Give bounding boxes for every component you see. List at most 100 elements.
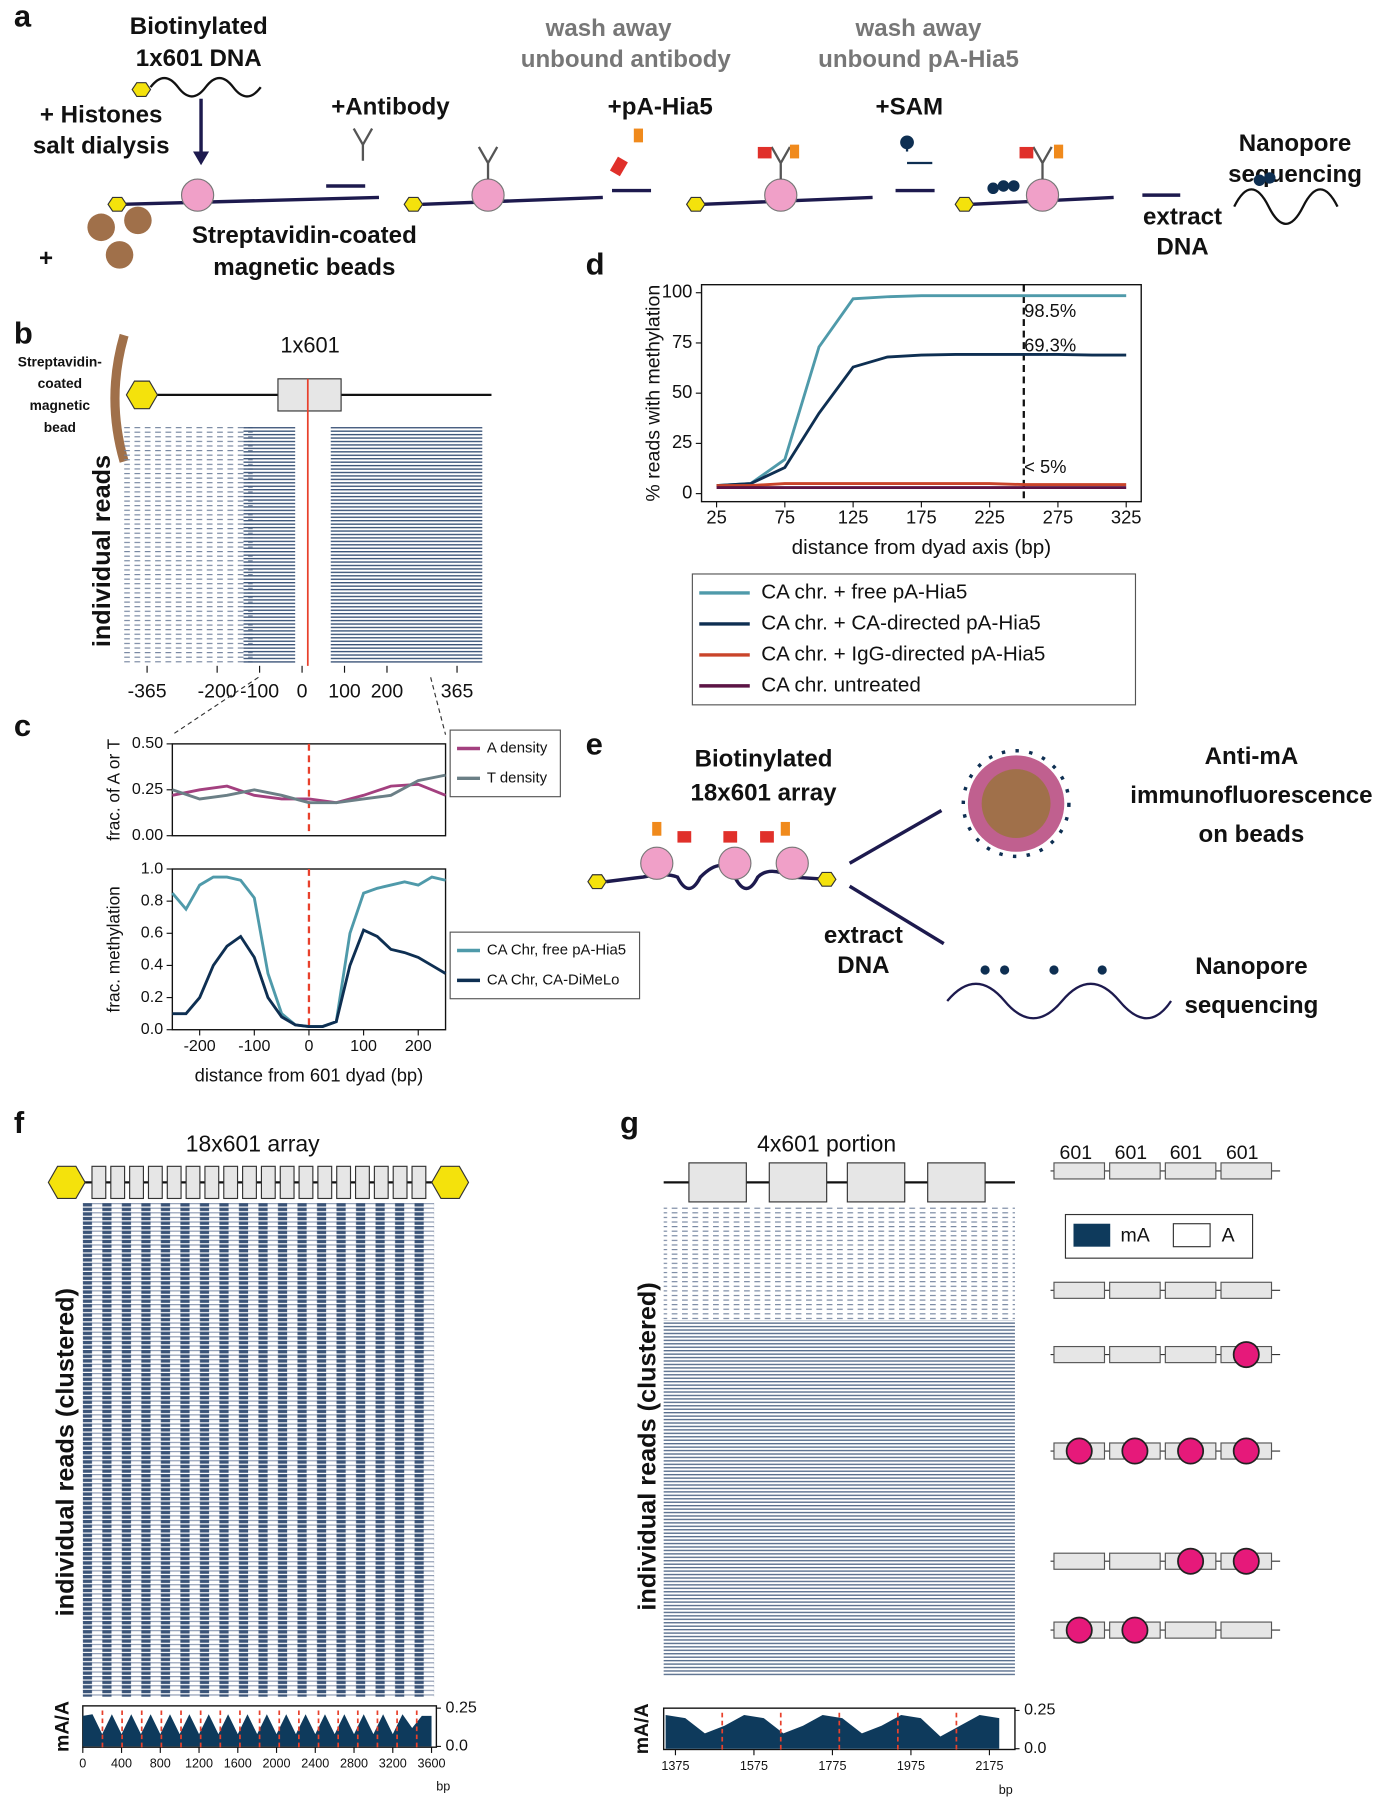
- x-tick-label: 2800: [340, 1757, 368, 1771]
- chart: 0.0 0.2 0.4 0.6 0.8 1.0 -200 -100 0 100 200 distanc…: [103, 859, 641, 1086]
- panel-a: a Biotinylated 1x601 DNA + Histones salt…: [14, 0, 1362, 281]
- legend-label: CA chr. untreated: [761, 673, 921, 696]
- legend-swatch: [1172, 1223, 1211, 1248]
- legend-label: CA Chr, free pA-Hia5: [487, 941, 626, 958]
- nucleosome-site: [336, 1165, 352, 1200]
- site-label: 601: [1115, 1142, 1148, 1164]
- label: Biotinylated: [695, 745, 833, 772]
- y-tick-label: 50: [672, 381, 692, 402]
- line: [716, 352, 1127, 488]
- nucleosome: [640, 846, 809, 880]
- site-label: 601: [1170, 1142, 1203, 1164]
- biotin: [431, 1165, 470, 1200]
- nucleosome: [180, 178, 1060, 212]
- biotin: [816, 871, 837, 887]
- label: Streptavidin-: [18, 354, 103, 369]
- legend-label: CA chr. + IgG-directed pA-Hia5: [761, 642, 1045, 665]
- biotin: [587, 874, 607, 890]
- nucleosome: [1232, 1547, 1260, 1575]
- axis-label: individual reads (clustered): [633, 1282, 661, 1610]
- heatmap: [243, 427, 296, 664]
- y-tick-label: 75: [672, 331, 692, 352]
- heatmap: [663, 1320, 1015, 1677]
- y-tick-label: 0.6: [141, 924, 163, 942]
- y-tick-label: 25: [672, 431, 692, 452]
- panel-letter: b: [14, 315, 33, 350]
- panel-g: g 4x601 portion individual reads (cluste…: [620, 1105, 1281, 1677]
- nucleosome-site: [1053, 1345, 1106, 1364]
- panel-e: e Biotinylated 18x601 array Anti-mA immu…: [586, 726, 1373, 1020]
- nucleosome-site: [223, 1165, 239, 1200]
- annotation: 69.3%: [1024, 335, 1076, 356]
- y-tick-label: 0.8: [141, 891, 163, 909]
- label: salt dialysis: [33, 132, 170, 159]
- biotin: [125, 380, 159, 410]
- label: + Histones: [40, 101, 163, 128]
- nucleosome: [1121, 1437, 1149, 1465]
- y-tick-label: 0.50: [132, 734, 163, 752]
- panel-letter: e: [586, 726, 603, 761]
- chart: 0.0 0.25 0 400 800 1200 1600 2000 2400 2800 3200 36…: [51, 1698, 476, 1793]
- construct: [91, 1165, 427, 1200]
- nucleosome-site: [354, 1165, 370, 1200]
- chart: 0.00 0.25 0.50 frac. of A or T A density T de…: [103, 729, 561, 844]
- nucleosome-site: [1053, 1162, 1106, 1180]
- nucleosome-site: [1164, 1162, 1217, 1180]
- dna: [149, 76, 262, 98]
- y-tick-label: 100: [662, 281, 693, 302]
- chart: 0 25 50 75 100 25 75 125 175 225 275 325 distance fr…: [643, 281, 1142, 706]
- area: [82, 1714, 432, 1747]
- nucleosome-site: [1220, 1621, 1273, 1639]
- label: DNA: [1156, 233, 1208, 260]
- label: DNA: [837, 952, 889, 979]
- x-tick-label: 100: [328, 680, 361, 702]
- nucleosome-site: [1220, 1162, 1273, 1180]
- site-label: 601: [1060, 1142, 1093, 1164]
- panel-letter: a: [14, 0, 32, 34]
- annotation: 98.5%: [1024, 300, 1076, 321]
- biotin: [47, 1165, 86, 1200]
- nucleosome-site: [1053, 1552, 1106, 1570]
- heatmap: [663, 1205, 1015, 1321]
- x-tick-label: -200: [198, 680, 237, 702]
- y-tick-label: 0.0: [446, 1737, 468, 1755]
- nucleosome: [1065, 1616, 1093, 1644]
- y-axis-label: mA/A: [631, 1703, 653, 1754]
- label: sequencing: [1228, 161, 1362, 188]
- bead: [87, 213, 115, 242]
- panel-letter: c: [14, 708, 31, 743]
- x-tick-label: 0: [79, 1757, 86, 1771]
- y-tick-label: 0.2: [141, 988, 163, 1006]
- y-tick-label: 0.4: [141, 956, 163, 974]
- y-axis-label: frac. methylation: [103, 886, 123, 1012]
- bead: [110, 333, 129, 463]
- panel-letter: d: [586, 247, 605, 282]
- x-tick-label: 3200: [379, 1757, 407, 1771]
- legend-label: T density: [487, 769, 548, 786]
- nucleosome-site: [260, 1165, 276, 1200]
- label: magnetic beads: [213, 254, 395, 281]
- legend: [449, 729, 561, 798]
- y-axis-label: % reads with methylation: [643, 285, 665, 502]
- label: 1x601: [280, 332, 339, 357]
- x-tick-label: -365: [128, 680, 167, 702]
- title: 18x601 array: [186, 1131, 320, 1157]
- legend: [691, 573, 1137, 706]
- x-tick-label: 75: [775, 507, 795, 528]
- biotin: [107, 196, 975, 212]
- y-tick-label: 0.00: [132, 826, 163, 844]
- nucleosome: [1232, 1437, 1260, 1465]
- nucleosome-site: [185, 1165, 201, 1200]
- methyl: [961, 749, 1071, 859]
- arrow: [848, 808, 943, 865]
- x-tick-label: 1575: [740, 1759, 768, 1773]
- nucleosome-site: [1164, 1281, 1217, 1299]
- x-tick-label: 1975: [897, 1759, 925, 1773]
- area: [665, 1715, 1000, 1749]
- y-tick-label: 0.25: [446, 1698, 477, 1716]
- x-axis-label: bp: [436, 1780, 450, 1794]
- legend-label: mA: [1121, 1225, 1150, 1247]
- site-label: 601: [1226, 1142, 1259, 1164]
- nucleosome-site: [392, 1165, 408, 1200]
- nucleosome: [1121, 1616, 1149, 1644]
